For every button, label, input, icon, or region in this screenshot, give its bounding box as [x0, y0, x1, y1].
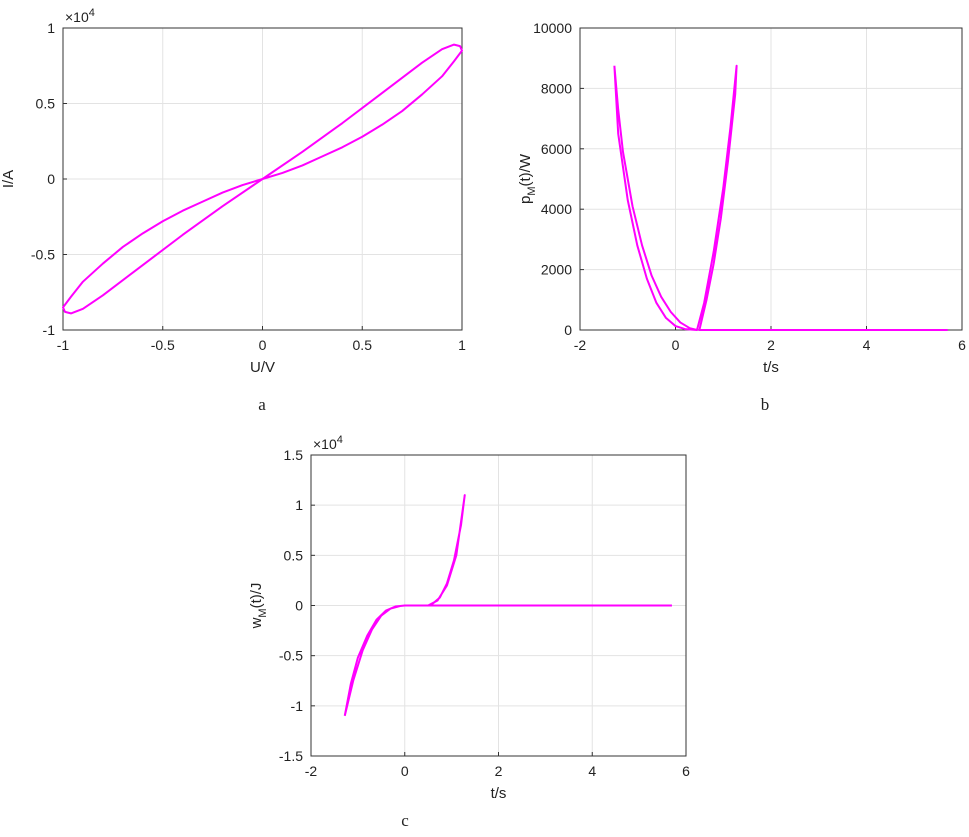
- x-tick-label: 0: [672, 337, 680, 353]
- data-line: [613, 64, 948, 331]
- y-tick-label: 0: [47, 171, 55, 187]
- x-tick-label: -2: [305, 763, 318, 779]
- y-axis-label-main: p: [517, 196, 534, 204]
- y-tick-label: 6000: [541, 141, 572, 157]
- data-line: [343, 494, 672, 717]
- data-line: [62, 43, 463, 315]
- axes-frame: [310, 454, 687, 757]
- x-tick-label: 0: [401, 763, 409, 779]
- subplot-caption: a: [258, 395, 266, 414]
- axes-frame: [62, 27, 463, 331]
- subplot-caption: b: [761, 395, 770, 414]
- y-tick-label: 10000: [533, 20, 572, 36]
- y-tick-label: -1: [291, 698, 304, 714]
- y-tick-label: 8000: [541, 80, 572, 96]
- y-axis-label-subscript: M: [526, 186, 538, 195]
- y-tick-label: 1: [47, 20, 55, 36]
- axis-multiplier: ×104: [65, 7, 95, 25]
- y-axis-label: pM(t)/W: [517, 153, 538, 204]
- y-tick-label: -0.5: [279, 648, 303, 664]
- x-tick-label: 2: [495, 763, 503, 779]
- x-axis-label: t/s: [763, 359, 779, 376]
- x-tick-label: 4: [863, 337, 871, 353]
- y-tick-label: 0: [564, 322, 572, 338]
- y-tick-label: -0.5: [31, 247, 55, 263]
- y-tick-label: 0.5: [284, 547, 304, 563]
- x-tick-label: -0.5: [151, 337, 175, 353]
- y-axis-label-main: I/A: [0, 170, 17, 188]
- y-tick-label: 1.5: [284, 447, 304, 463]
- x-tick-label: 6: [682, 763, 690, 779]
- y-tick-label: -1.5: [279, 748, 303, 764]
- x-tick-label: 2: [767, 337, 775, 353]
- axis-multiplier: ×104: [313, 434, 343, 452]
- y-tick-label: 4000: [541, 201, 572, 217]
- x-tick-label: -1: [57, 337, 70, 353]
- x-tick-label: 1: [458, 337, 466, 353]
- y-axis-label-suffix: (t)/J: [248, 583, 265, 609]
- axis-multiplier-exponent: 4: [337, 434, 343, 446]
- y-axis-label: wM(t)/J: [248, 583, 269, 630]
- y-axis-label-subscript: M: [257, 608, 269, 617]
- y-tick-label: 0: [295, 598, 303, 614]
- axis-multiplier-exponent: 4: [89, 7, 95, 19]
- x-tick-label: 0: [259, 337, 267, 353]
- y-tick-label: 2000: [541, 262, 572, 278]
- y-tick-label: 0.5: [36, 96, 56, 112]
- x-tick-label: -2: [574, 337, 587, 353]
- y-axis-label-main: w: [248, 617, 265, 629]
- y-axis-label-suffix: (t)/W: [517, 153, 534, 186]
- axis-multiplier-base: ×10: [313, 436, 337, 452]
- y-tick-label: -1: [43, 322, 56, 338]
- y-tick-label: 1: [295, 497, 303, 513]
- x-tick-label: 0.5: [353, 337, 373, 353]
- axis-multiplier-base: ×10: [65, 9, 89, 25]
- x-axis-label: U/V: [250, 359, 275, 376]
- y-axis-label: I/A: [0, 170, 17, 188]
- x-axis-label: t/s: [491, 785, 507, 802]
- subplot: -1 -0.5 0 0.5 1 -1 -0.5 0 0.5 1 U/V I/A ×104 a: [0, 7, 466, 414]
- x-tick-label: 4: [588, 763, 596, 779]
- x-tick-label: 6: [958, 337, 966, 353]
- subplot-caption: c: [401, 811, 409, 830]
